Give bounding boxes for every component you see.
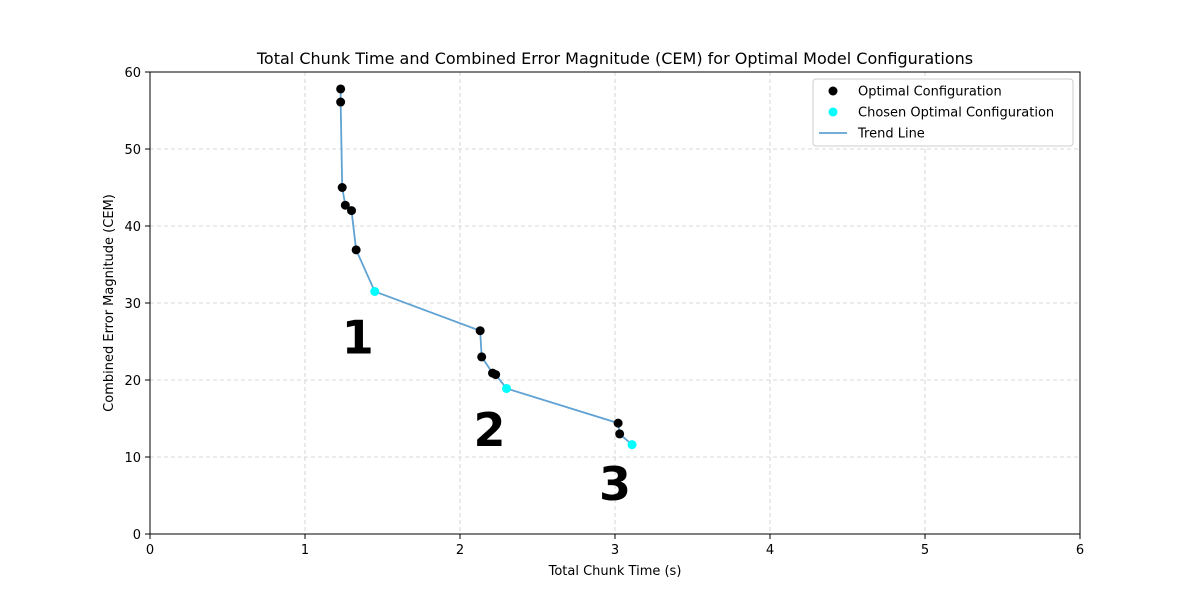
x-tick-label: 6: [1076, 543, 1084, 558]
legend-label: Chosen Optimal Configuration: [858, 106, 1054, 121]
chosen-optimal-point: [370, 286, 380, 296]
legend: Optimal Configuration Chosen Optimal Conf…: [812, 78, 1074, 147]
x-tick-label: 2: [456, 543, 464, 558]
y-tick-label: 60: [124, 66, 141, 81]
legend-box: [812, 78, 1074, 147]
x-tick-label: 4: [766, 543, 774, 558]
optimal-point: [351, 245, 361, 255]
optimal-point: [336, 97, 346, 107]
y-tick-label: 30: [124, 297, 141, 312]
optimal-point: [615, 429, 625, 439]
chart-title: Total Chunk Time and Combined Error Magn…: [256, 49, 973, 68]
y-tick-label: 50: [124, 143, 141, 158]
legend-label: Trend Line: [857, 127, 925, 142]
x-tick-label: 1: [301, 543, 309, 558]
trend-line: [339, 88, 633, 446]
y-tick-label: 10: [124, 451, 141, 466]
legend-label: Optimal Configuration: [858, 85, 1002, 100]
y-tick-label: 0: [133, 528, 141, 543]
x-tick-label: 0: [146, 543, 154, 558]
optimal-point: [337, 183, 347, 192]
legend-marker: [828, 86, 838, 96]
annotation-label: 3: [599, 457, 631, 511]
optimal-point: [475, 326, 485, 336]
x-tick-label: 3: [611, 543, 619, 558]
y-axis-title: Combined Error Magnitude (CEM): [102, 194, 117, 412]
legend-marker: [828, 107, 838, 117]
points-layer: [336, 84, 637, 450]
y-tick-label: 20: [124, 374, 141, 389]
x-tick-label: 5: [921, 543, 929, 558]
trend-line-layer: [339, 88, 633, 446]
y-tick-label: 40: [124, 220, 141, 235]
chosen-optimal-point: [502, 383, 511, 393]
optimal-point: [491, 370, 501, 380]
optimal-point: [340, 200, 350, 210]
annotation-label: 2: [473, 403, 505, 457]
annotations-layer: 1 2 3: [342, 311, 631, 511]
chosen-optimal-point: [627, 440, 637, 450]
optimal-point: [477, 352, 487, 362]
annotation-label: 1: [342, 311, 374, 365]
optimal-point: [613, 418, 623, 428]
optimal-point: [336, 84, 346, 94]
x-axis-title: Total Chunk Time (s): [548, 564, 682, 579]
optimal-point: [347, 206, 356, 216]
